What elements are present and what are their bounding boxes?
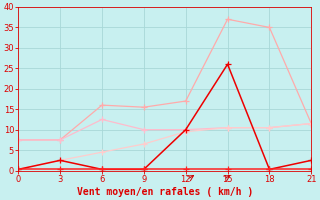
X-axis label: Vent moyen/en rafales ( km/h ): Vent moyen/en rafales ( km/h ) — [77, 187, 253, 197]
